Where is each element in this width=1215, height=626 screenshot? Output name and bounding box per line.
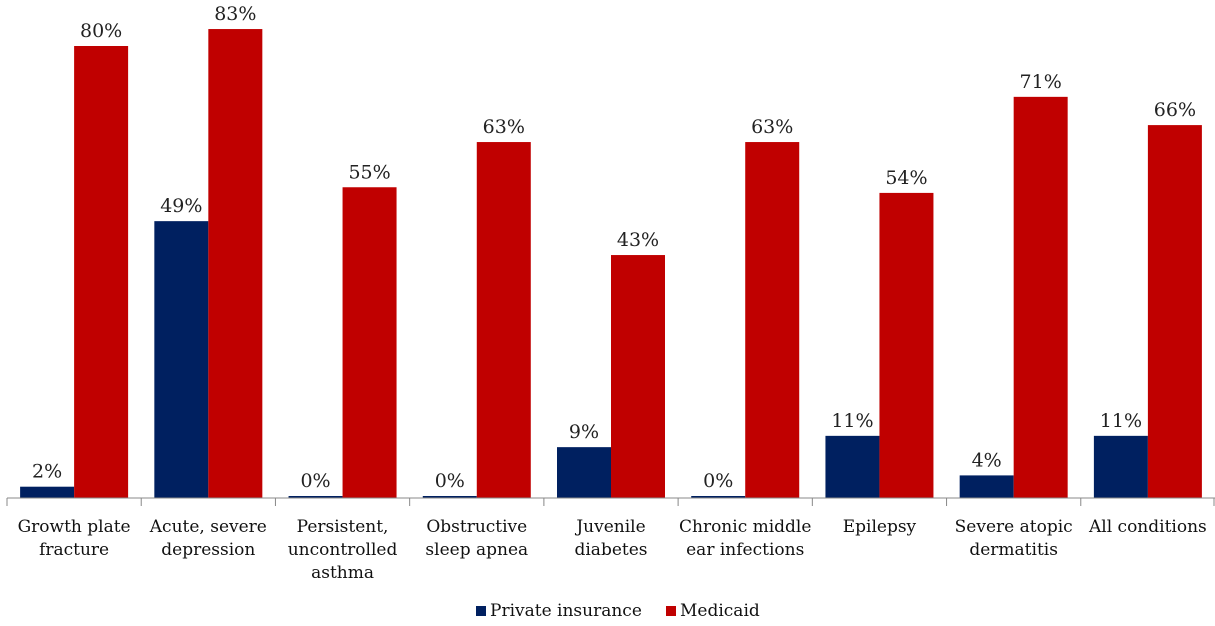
legend-label-private-insurance: Private insurance	[490, 601, 642, 621]
bar-private-insurance-juvenile-diabetes	[557, 447, 611, 498]
bar-medicaid-acute-severe-depression	[208, 29, 263, 499]
value-label-medicaid-chronic-middle-ear-infections: 63%	[751, 116, 793, 138]
category-label-persistent-uncontrolled-asthma: Persistent, uncontrolled asthma	[288, 517, 398, 583]
value-label-private-insurance-juvenile-diabetes: 9%	[569, 421, 599, 443]
bar-private-insurance-persistent-uncontrolled-asthma	[288, 496, 343, 498]
legend-label-medicaid: Medicaid	[680, 601, 760, 621]
value-label-medicaid-juvenile-diabetes: 43%	[617, 229, 659, 251]
category-label-epilepsy: Epilepsy	[843, 517, 917, 537]
category-label-growth-plate-fracture: Growth plate fracture	[18, 517, 131, 560]
legend: Private insurance Medicaid	[476, 601, 760, 621]
category-labels-layer: Growth plate fracture Acute, severe depress…	[18, 517, 1207, 583]
category-label-severe-atopic-dermatitis: Severe atopic dermatitis	[955, 517, 1073, 560]
category-label-obstructive-sleep-apnea: Obstructive sleep apnea	[425, 517, 528, 560]
bar-private-insurance-chronic-middle-ear-infections	[691, 496, 746, 498]
bars-layer	[20, 29, 1202, 499]
legend-swatch-private-insurance	[476, 606, 486, 616]
bar-medicaid-all-conditions	[1147, 125, 1202, 498]
value-label-private-insurance-severe-atopic-dermatitis: 4%	[972, 449, 1002, 471]
category-label-juvenile-diabetes: Juvenile diabetes	[574, 517, 647, 560]
value-label-private-insurance-persistent-uncontrolled-asthma: 0%	[300, 470, 330, 492]
bar-medicaid-persistent-uncontrolled-asthma	[342, 187, 397, 498]
bar-medicaid-juvenile-diabetes	[611, 255, 665, 498]
value-label-private-insurance-chronic-middle-ear-infections: 0%	[703, 470, 733, 492]
value-labels-layer: 2% 80% 49% 83% 0% 55% 0% 63% 9% 43% 0% 63% 11% 54% 4% 7…	[32, 3, 1196, 492]
value-label-medicaid-growth-plate-fracture: 80%	[80, 20, 122, 42]
value-label-medicaid-persistent-uncontrolled-asthma: 55%	[348, 161, 390, 183]
bar-private-insurance-all-conditions	[1093, 435, 1148, 498]
value-label-private-insurance-obstructive-sleep-apnea: 0%	[435, 470, 465, 492]
category-label-acute-severe-depression: Acute, severe depression	[149, 517, 267, 560]
value-label-medicaid-acute-severe-depression: 83%	[214, 3, 256, 25]
bar-medicaid-epilepsy	[879, 192, 934, 498]
value-label-private-insurance-epilepsy: 11%	[831, 410, 873, 432]
bar-private-insurance-obstructive-sleep-apnea	[422, 496, 477, 498]
bar-private-insurance-severe-atopic-dermatitis	[959, 475, 1014, 498]
bar-private-insurance-growth-plate-fracture	[20, 486, 75, 498]
bar-medicaid-chronic-middle-ear-infections	[745, 142, 800, 499]
bar-medicaid-severe-atopic-dermatitis	[1013, 96, 1068, 498]
value-label-medicaid-severe-atopic-dermatitis: 71%	[1020, 71, 1062, 93]
value-label-medicaid-epilepsy: 54%	[885, 167, 927, 189]
bar-medicaid-obstructive-sleep-apnea	[476, 142, 531, 499]
bar-private-insurance-epilepsy	[825, 435, 880, 498]
bar-private-insurance-acute-severe-depression	[154, 221, 209, 498]
value-label-private-insurance-growth-plate-fracture: 2%	[32, 461, 62, 483]
category-label-all-conditions: All conditions	[1088, 517, 1207, 537]
value-label-private-insurance-acute-severe-depression: 49%	[160, 195, 202, 217]
legend-swatch-medicaid	[666, 606, 676, 616]
value-label-private-insurance-all-conditions: 11%	[1100, 410, 1142, 432]
value-label-medicaid-all-conditions: 66%	[1154, 99, 1196, 121]
category-label-chronic-middle-ear-infections: Chronic middle ear infections	[679, 517, 811, 560]
x-axis-ticks	[6, 498, 1215, 506]
bar-medicaid-growth-plate-fracture	[74, 46, 129, 498]
value-label-medicaid-obstructive-sleep-apnea: 63%	[483, 116, 525, 138]
